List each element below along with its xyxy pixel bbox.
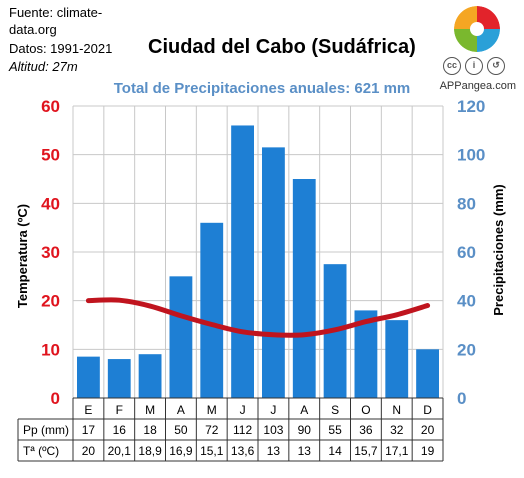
table-cell: 103 <box>263 423 283 437</box>
precipitation-bar <box>200 222 224 398</box>
table-cell: 55 <box>328 423 342 437</box>
source-line: data.org <box>9 22 57 37</box>
data-period: Datos: 1991-2021 <box>9 41 113 56</box>
right-axis-tick-label: 20 <box>457 340 476 359</box>
precipitation-bar <box>385 320 409 398</box>
temperature-line <box>85 297 431 338</box>
left-axis-tick-label: 0 <box>51 389 60 408</box>
table-cell: 18,9 <box>138 444 162 458</box>
table-cell: 112 <box>233 423 252 437</box>
left-axis-tick-label: 10 <box>41 340 60 359</box>
cc-icon: cc <box>443 57 461 75</box>
left-axis-tick-label: 60 <box>41 97 60 116</box>
precipitation-bar <box>416 349 439 398</box>
right-axis-tick-label: 120 <box>457 97 485 116</box>
left-axis-tick-label: 50 <box>41 146 60 165</box>
month-label: E <box>84 403 92 417</box>
left-axis-tick-label: 40 <box>41 194 60 213</box>
right-axis-tick-label: 40 <box>457 292 476 311</box>
left-axis-tick-label: 30 <box>41 243 60 262</box>
table-cell: 14 <box>328 444 342 458</box>
attribution-icon: i <box>465 57 483 75</box>
precipitation-bar <box>292 179 316 398</box>
share-alike-icon: ↺ <box>487 57 505 75</box>
month-label: A <box>177 403 185 417</box>
precipitation-bar <box>107 359 131 398</box>
table-cell: 15,1 <box>200 444 224 458</box>
precipitation-bar <box>262 147 285 398</box>
table-cell: 16 <box>113 423 127 437</box>
chart-title: Ciudad del Cabo (Sudáfrica) <box>148 36 416 58</box>
table-cell: 17,1 <box>385 444 409 458</box>
table-cell: 90 <box>298 423 312 437</box>
precipitation-bar <box>77 356 100 398</box>
month-label: O <box>361 403 370 417</box>
table-cell: 13,6 <box>231 444 255 458</box>
table-cell: 19 <box>421 444 435 458</box>
table-cell: 20 <box>421 423 435 437</box>
precipitation-bar <box>138 354 162 398</box>
left-axis-tick-label: 20 <box>41 292 60 311</box>
precipitation-bar <box>354 310 378 398</box>
table-cell: 16,9 <box>169 444 193 458</box>
table-row-label: Pp (mm) <box>23 423 69 437</box>
right-axis-tick-label: 80 <box>457 194 476 213</box>
table-cell: 36 <box>359 423 373 437</box>
right-axis-title: Precipitaciones (mm) <box>491 184 506 316</box>
month-label: F <box>116 403 123 417</box>
month-label: M <box>145 403 155 417</box>
brand-label: APPangea.com <box>439 80 516 92</box>
month-label: M <box>207 403 217 417</box>
altitude: Altitud: 27m <box>9 59 78 74</box>
appangea-logo <box>454 6 500 52</box>
month-label: J <box>240 403 246 417</box>
table-cell: 32 <box>390 423 404 437</box>
table-cell: 17 <box>82 423 96 437</box>
precipitation-bar <box>231 125 254 398</box>
table-cell: 15,7 <box>354 444 378 458</box>
license-icons: cc i ↺ <box>443 55 513 77</box>
table-cell: 50 <box>174 423 188 437</box>
table-cell: 13 <box>298 444 312 458</box>
table-cell: 20 <box>82 444 96 458</box>
right-axis-tick-label: 0 <box>457 389 466 408</box>
table-cell: 13 <box>267 444 281 458</box>
table-cell: 18 <box>143 423 157 437</box>
month-label: A <box>300 403 308 417</box>
chart-subtitle: Total de Precipitaciones anuales: 621 mm <box>113 80 411 97</box>
month-label: S <box>331 403 339 417</box>
month-label: N <box>392 403 401 417</box>
source-line: Fuente: climate- <box>9 5 103 20</box>
table-cell: 72 <box>205 423 219 437</box>
table-cell: 20,1 <box>108 444 132 458</box>
precipitation-bar <box>169 276 193 398</box>
month-label: D <box>423 403 432 417</box>
right-axis-tick-label: 60 <box>457 243 476 262</box>
right-axis-tick-label: 100 <box>457 146 485 165</box>
table-row-label: Tª (ºC) <box>23 444 59 458</box>
left-axis-title: Temperatura (ºC) <box>15 204 30 308</box>
month-label: J <box>270 403 276 417</box>
